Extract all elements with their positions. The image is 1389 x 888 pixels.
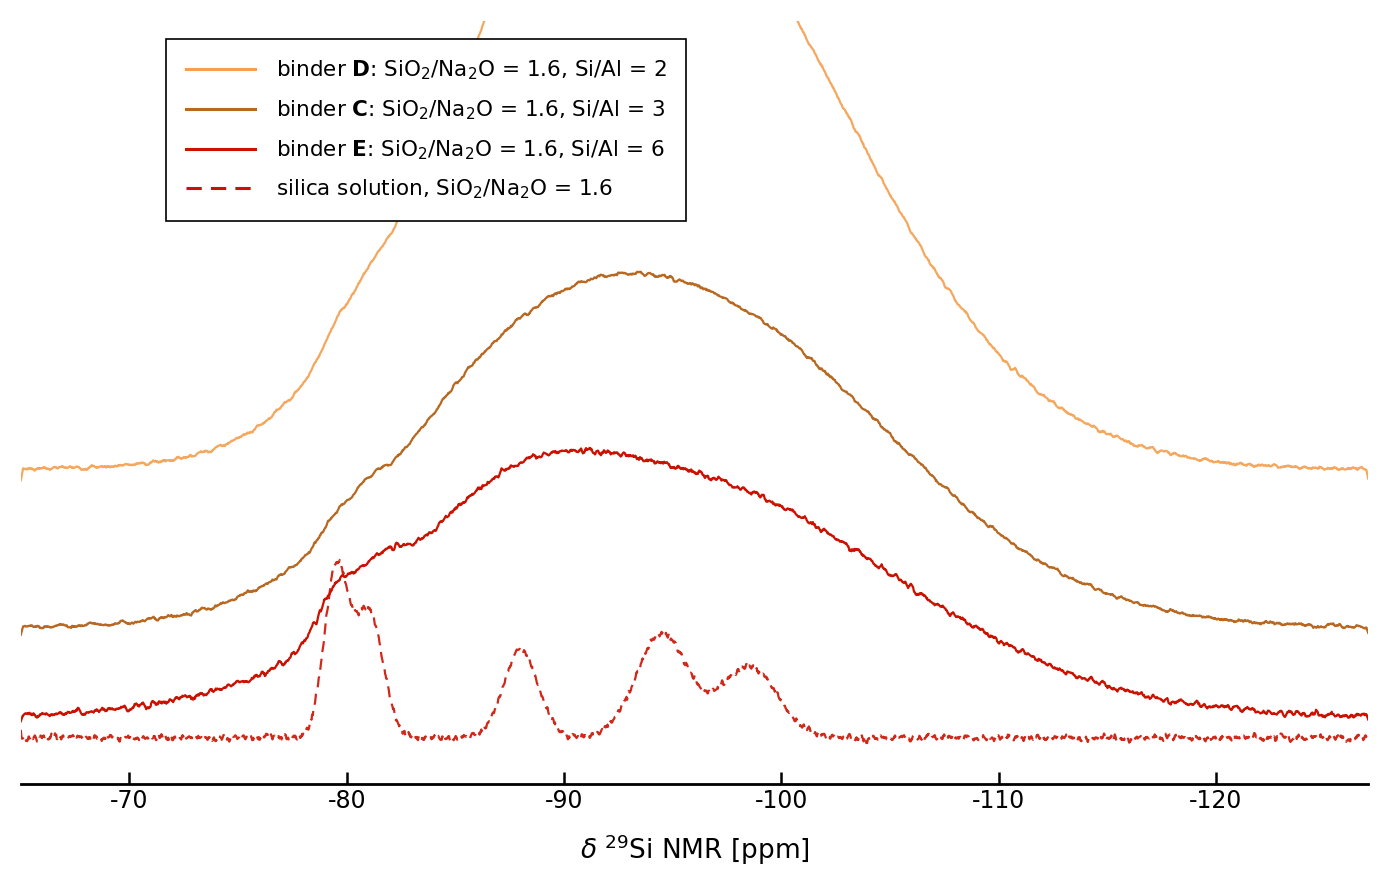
Legend: binder $\mathbf{D}$: SiO$_2$/Na$_2$O = 1.6, Si/Al = 2, binder $\mathbf{C}$: SiO$: binder $\mathbf{D}$: SiO$_2$/Na$_2$O = 1… [167, 39, 686, 221]
X-axis label: $\delta$ $^{29}$Si NMR [ppm]: $\delta$ $^{29}$Si NMR [ppm] [579, 833, 810, 868]
